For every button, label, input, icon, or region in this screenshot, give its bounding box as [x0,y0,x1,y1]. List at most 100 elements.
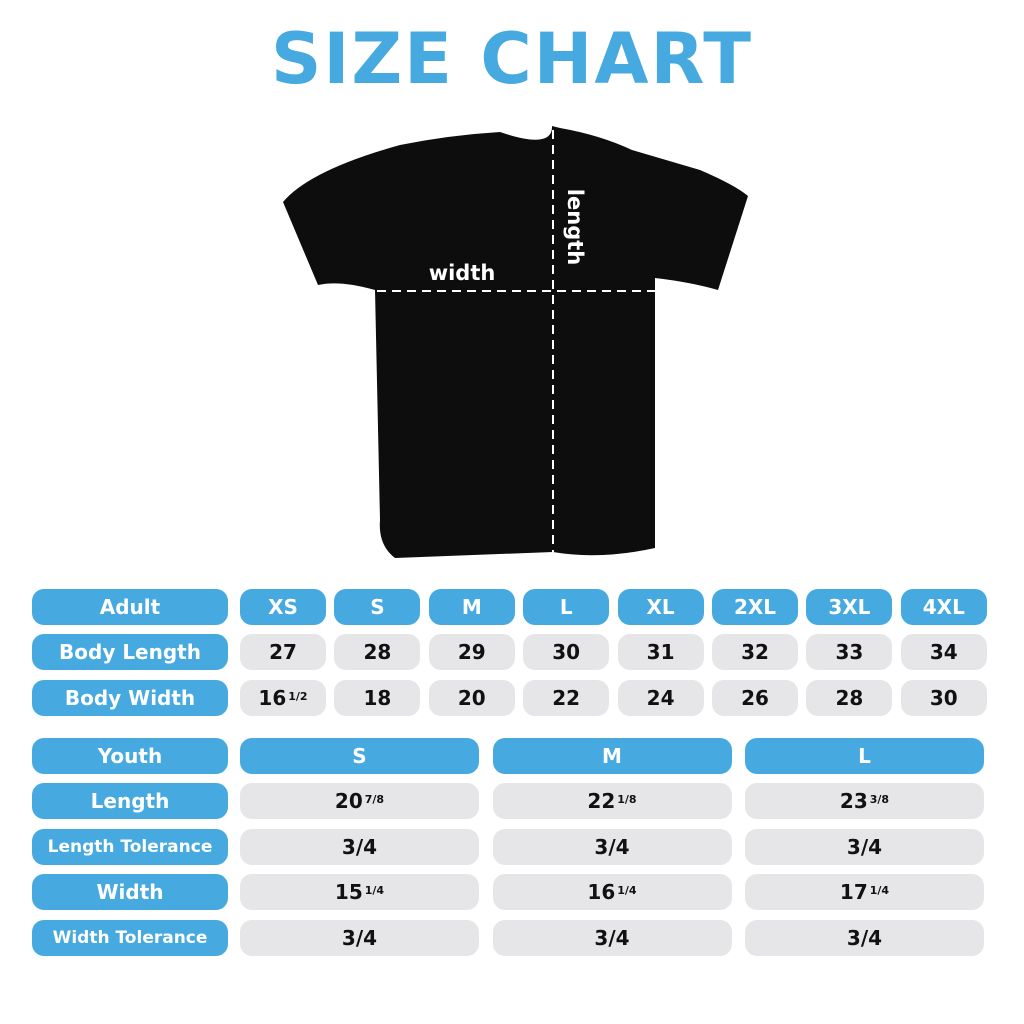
cell-fraction: 1/8 [617,792,637,806]
youth-header: Youth [32,738,228,774]
adult-size-header: S [334,589,421,625]
row-label: Width [32,874,228,910]
cell-value: 30 [929,686,958,710]
cell-value: S [352,744,367,768]
table-cell: 34 [900,634,987,670]
table-cell: 3/4 [492,920,732,956]
table-cell: 23 3/8 [745,783,984,819]
adult-size-header: XS [240,589,326,625]
cell-value: 3XL [828,595,871,619]
table-cell: 15 1/4 [240,874,479,910]
cell-value: S [370,595,385,619]
cell-value: 3/4 [846,926,883,950]
table-cell: 30 [523,634,610,670]
table-cell: 30 [900,680,987,716]
length-label: length [563,189,587,265]
cell-value: Body Width [64,686,196,710]
cell-value: M [602,744,622,768]
cell-value: 17 [839,880,868,904]
width-label: width [429,261,496,285]
cell-value: 29 [457,640,486,664]
table-cell: 3/4 [240,829,479,865]
cell-value: 30 [552,640,581,664]
table-cell: 17 1/4 [745,874,984,910]
row-label: Length [32,783,228,819]
cell-value: Length Tolerance [47,837,213,857]
cell-value: 20 [457,686,486,710]
cell-value: 28 [835,686,864,710]
cell-value: 16 [587,880,616,904]
table-cell: 24 [617,680,704,716]
cell-value: Adult [99,595,161,619]
table-cell: 20 7/8 [240,783,479,819]
tshirt-diagram: width length [283,126,748,558]
cell-value: Width [96,880,164,904]
cell-value: 28 [363,640,392,664]
table-cell: 27 [240,634,326,670]
adult-size-header: 3XL [806,589,893,625]
cell-value: 3/4 [341,926,378,950]
cell-fraction: 3/8 [869,792,890,806]
page-title: SIZE CHART [270,18,754,100]
adult-header: Adult [32,589,228,625]
youth-size-header: M [492,738,732,774]
cell-value: 22 [552,686,581,710]
cell-value: 2XL [733,595,777,619]
adult-size-header: XL [617,589,704,625]
table-cell: 33 [806,634,893,670]
table-cell: 28 [334,634,421,670]
cell-value: 34 [929,640,958,664]
cell-value: 31 [646,640,675,664]
cell-value: L [559,595,573,619]
cell-fraction: 1/2 [288,689,308,703]
table-cell: 3/4 [745,920,984,956]
table-cell: 31 [617,634,704,670]
youth-size-header: S [240,738,479,774]
cell-value: 15 [334,880,363,904]
youth-size-header: L [745,738,984,774]
cell-value: XL [646,595,675,619]
table-cell: 32 [712,634,798,670]
cell-value: 3/4 [846,835,883,859]
cell-value: 24 [646,686,675,710]
table-cell: 22 [523,680,610,716]
adult-size-header: 4XL [900,589,987,625]
row-label: Width Tolerance [32,920,228,956]
cell-value: 32 [741,640,769,664]
cell-value: 3/4 [594,926,630,950]
table-cell: 22 1/8 [492,783,732,819]
cell-value: 23 [839,789,868,813]
cell-value: 22 [587,789,616,813]
cell-value: Width Tolerance [52,928,208,948]
table-cell: 18 [334,680,421,716]
tshirt-shape [283,126,748,558]
table-cell: 20 [428,680,515,716]
table-cell: 16 1/4 [492,874,732,910]
cell-fraction: 1/4 [869,883,890,897]
adult-size-header: M [428,589,515,625]
cell-value: 18 [363,686,392,710]
cell-value: 16 [258,686,287,710]
row-label: Length Tolerance [32,829,228,865]
cell-fraction: 1/4 [617,883,637,897]
table-cell: 26 [712,680,798,716]
cell-value: 33 [835,640,864,664]
table-cell: 29 [428,634,515,670]
cell-value: L [858,744,871,768]
table-cell: 3/4 [240,920,479,956]
table-cell: 3/4 [745,829,984,865]
row-label: Body Length [32,634,228,670]
cell-value: 4XL [922,595,965,619]
table-cell: 28 [806,680,893,716]
cell-value: 3/4 [341,835,378,859]
cell-value: XS [268,595,298,619]
cell-value: 3/4 [594,835,630,859]
cell-value: M [461,595,482,619]
row-label: Body Width [32,680,228,716]
cell-fraction: 1/4 [364,883,385,897]
adult-size-header: 2XL [712,589,798,625]
cell-value: Youth [97,744,163,768]
cell-value: Length [90,789,170,813]
cell-value: 20 [334,789,363,813]
cell-fraction: 7/8 [364,792,385,806]
